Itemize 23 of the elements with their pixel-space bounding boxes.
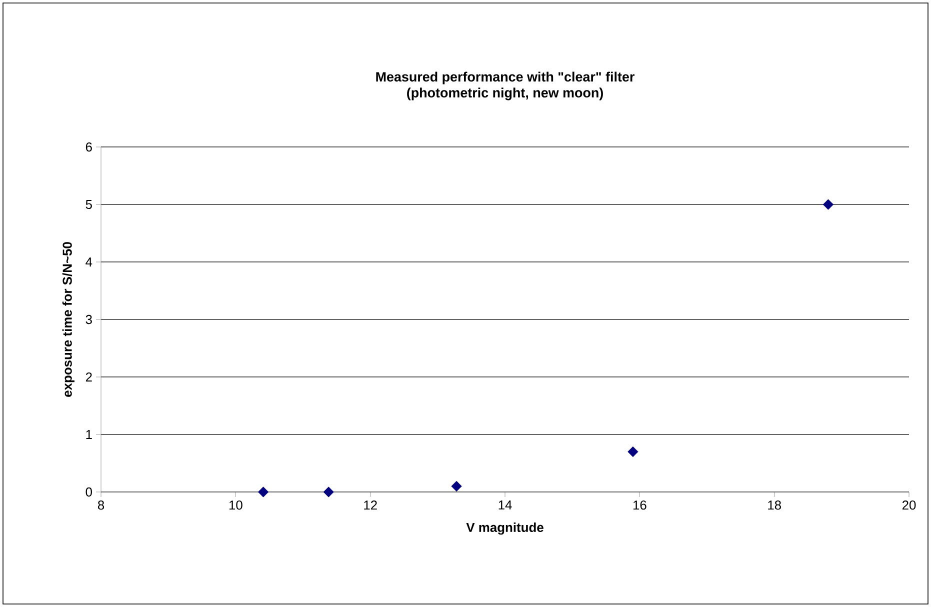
x-tick-label: 8 bbox=[98, 500, 104, 510]
x-tick-label: 18 bbox=[768, 500, 781, 510]
chart-subtitle: (photometric night, new moon) bbox=[407, 88, 603, 100]
chart-title: Measured performance with "clear" filter bbox=[376, 72, 634, 84]
x-tick-label: 14 bbox=[498, 500, 512, 510]
y-tick-label: 6 bbox=[86, 142, 92, 152]
point bbox=[323, 486, 334, 498]
y-axis-title: exposure time for S/N~50 bbox=[62, 242, 74, 397]
point bbox=[451, 480, 462, 492]
y-tick-label: 4 bbox=[86, 258, 92, 266]
x-tick-label: 20 bbox=[902, 500, 916, 510]
x-axis-title: V magnitude bbox=[466, 522, 544, 535]
y-tick-label: 2 bbox=[86, 372, 92, 382]
point bbox=[628, 446, 638, 458]
point bbox=[258, 486, 269, 498]
x-tick-label: 12 bbox=[364, 500, 377, 510]
y-tick-label: 3 bbox=[86, 314, 92, 324]
point bbox=[822, 199, 834, 210]
x-tick-label: 16 bbox=[633, 500, 646, 510]
x-tick-label: 10 bbox=[229, 500, 242, 510]
y-tick-label: 0 bbox=[86, 487, 92, 497]
y-tick-label: 5 bbox=[86, 200, 92, 210]
y-tick-label: 1 bbox=[86, 430, 92, 439]
